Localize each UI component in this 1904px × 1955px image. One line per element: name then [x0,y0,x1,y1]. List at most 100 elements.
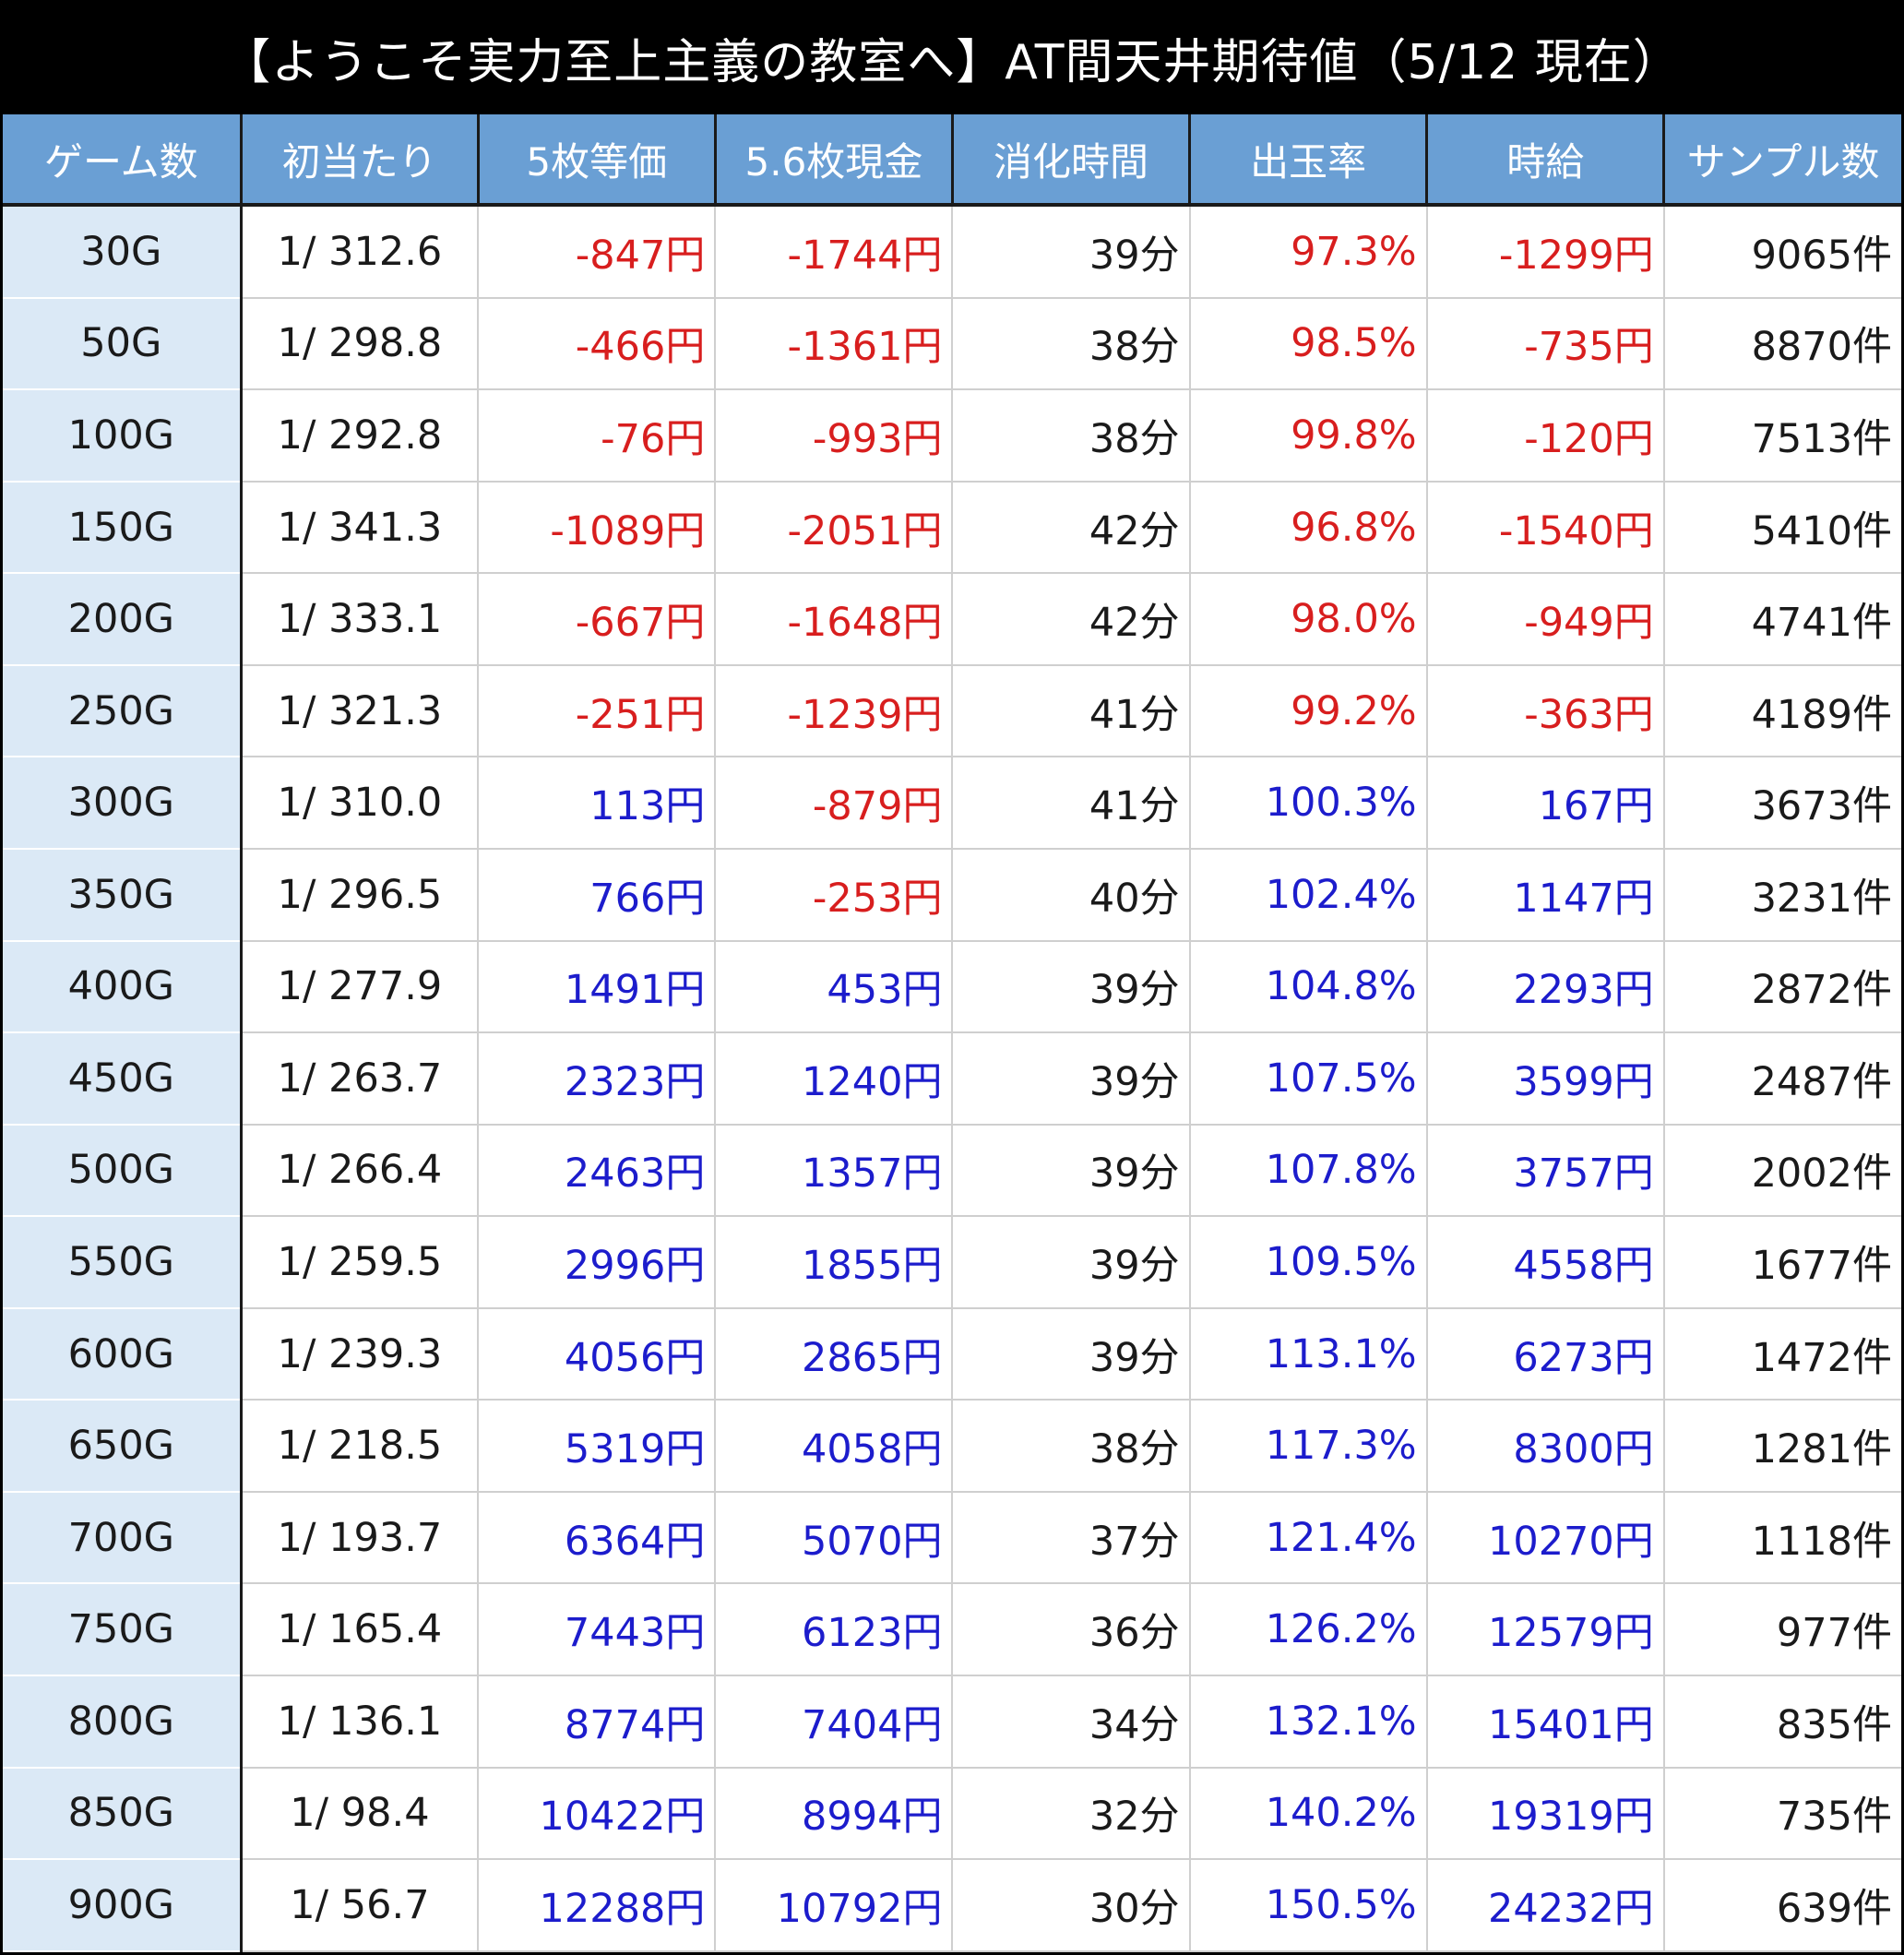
play-time-cell: 30分 [952,1859,1191,1952]
sample-count-cell: 1118件 [1663,1491,1901,1585]
cash-5-6-cell: 5070円 [715,1491,954,1585]
cash-5-6-cell: 1357円 [715,1124,954,1218]
game-count-cell: 50G [3,297,243,391]
game-count-cell: 150G [3,481,243,575]
first-hit-cell: 1/ 266.4 [241,1124,480,1218]
play-time-cell: 41分 [952,757,1191,850]
cash-5-6-cell: 4058円 [715,1400,954,1493]
sample-count-cell: 1281件 [1663,1400,1901,1493]
exchange-5-cell: 10422円 [478,1767,717,1861]
payout-rate-cell: 99.8% [1189,389,1428,483]
exchange-5-cell: -1089円 [478,481,717,575]
first-hit-cell: 1/ 165.4 [241,1583,480,1677]
sample-count-cell: 8870件 [1663,297,1901,391]
game-count-cell: 700G [3,1491,243,1585]
game-count-cell: 350G [3,848,243,942]
cash-5-6-cell: 6123円 [715,1583,954,1677]
hourly-wage-cell: 10270円 [1426,1491,1665,1585]
exchange-5-cell: 113円 [478,757,717,850]
payout-rate-cell: 113.1% [1189,1307,1428,1401]
expectation-table: ゲーム数 初当たり 5枚等価 5.6枚現金 消化時間 出玉率 時給 サンプル数 … [3,114,1901,1952]
play-time-cell: 38分 [952,1400,1191,1493]
hourly-wage-cell: 15401円 [1426,1675,1665,1769]
cash-5-6-cell: -1648円 [715,573,954,666]
game-count-cell: 850G [3,1767,243,1861]
sample-count-cell: 835件 [1663,1675,1901,1769]
exchange-5-cell: 2323円 [478,1032,717,1126]
exchange-5-cell: 5319円 [478,1400,717,1493]
first-hit-cell: 1/ 56.7 [241,1859,480,1952]
first-hit-cell: 1/ 292.8 [241,389,480,483]
first-hit-cell: 1/ 263.7 [241,1032,480,1126]
first-hit-cell: 1/ 193.7 [241,1491,480,1585]
game-count-cell: 30G [3,205,243,299]
payout-rate-cell: 109.5% [1189,1216,1428,1309]
hourly-wage-cell: 6273円 [1426,1307,1665,1401]
cash-5-6-cell: 10792円 [715,1859,954,1952]
sample-count-cell: 3673件 [1663,757,1901,850]
first-hit-cell: 1/ 333.1 [241,573,480,666]
exchange-5-cell: -466円 [478,297,717,391]
cash-5-6-cell: -2051円 [715,481,954,575]
exchange-5-cell: 12288円 [478,1859,717,1952]
table-row: 800G 1/ 136.1 8774円 7404円 34分 132.1% 15401円 835… [3,1675,1901,1769]
cash-5-6-cell: 8994円 [715,1767,954,1861]
hourly-wage-cell: -120円 [1426,389,1665,483]
exchange-5-cell: 2463円 [478,1124,717,1218]
game-count-cell: 250G [3,664,243,758]
sample-count-cell: 977件 [1663,1583,1901,1677]
table-row: 100G 1/ 292.8 -76円 -993円 38分 99.8% -120円 7513件 [3,389,1901,483]
exchange-5-cell: 8774円 [478,1675,717,1769]
header-5-6-cash: 5.6枚現金 [715,114,954,207]
hourly-wage-cell: -363円 [1426,664,1665,758]
game-count-cell: 650G [3,1400,243,1493]
payout-rate-cell: 102.4% [1189,848,1428,942]
play-time-cell: 39分 [952,205,1191,299]
first-hit-cell: 1/ 341.3 [241,481,480,575]
first-hit-cell: 1/ 312.6 [241,205,480,299]
payout-rate-cell: 126.2% [1189,1583,1428,1677]
exchange-5-cell: 6364円 [478,1491,717,1585]
table-row: 500G 1/ 266.4 2463円 1357円 39分 107.8% 3757円 2002… [3,1124,1901,1218]
table-row: 700G 1/ 193.7 6364円 5070円 37分 121.4% 10270円 111… [3,1491,1901,1585]
first-hit-cell: 1/ 136.1 [241,1675,480,1769]
hourly-wage-cell: 2293円 [1426,940,1665,1034]
sample-count-cell: 7513件 [1663,389,1901,483]
game-count-cell: 100G [3,389,243,483]
table-row: 30G 1/ 312.6 -847円 -1744円 39分 97.3% -1299円 9065… [3,205,1901,299]
header-row: ゲーム数 初当たり 5枚等価 5.6枚現金 消化時間 出玉率 時給 サンプル数 [3,114,1901,207]
first-hit-cell: 1/ 298.8 [241,297,480,391]
cash-5-6-cell: -1744円 [715,205,954,299]
hourly-wage-cell: 4558円 [1426,1216,1665,1309]
payout-rate-cell: 96.8% [1189,481,1428,575]
exchange-5-cell: -847円 [478,205,717,299]
hourly-wage-cell: -735円 [1426,297,1665,391]
sample-count-cell: 5410件 [1663,481,1901,575]
table-row: 400G 1/ 277.9 1491円 453円 39分 104.8% 2293円 2872件 [3,940,1901,1034]
payout-rate-cell: 107.8% [1189,1124,1428,1218]
payout-rate-cell: 98.0% [1189,573,1428,666]
first-hit-cell: 1/ 218.5 [241,1400,480,1493]
play-time-cell: 32分 [952,1767,1191,1861]
table-row: 600G 1/ 239.3 4056円 2865円 39分 113.1% 6273円 1472… [3,1307,1901,1401]
table-row: 150G 1/ 341.3 -1089円 -2051円 42分 96.8% -1540円 54… [3,481,1901,575]
table-row: 200G 1/ 333.1 -667円 -1648円 42分 98.0% -949円 4741… [3,573,1901,666]
table-row: 650G 1/ 218.5 5319円 4058円 38分 117.3% 8300円 1281… [3,1400,1901,1493]
play-time-cell: 34分 [952,1675,1191,1769]
table-row: 550G 1/ 259.5 2996円 1855円 39分 109.5% 4558円 1677… [3,1216,1901,1309]
header-sample-count: サンプル数 [1663,114,1901,207]
game-count-cell: 200G [3,573,243,666]
exchange-5-cell: -251円 [478,664,717,758]
exchange-5-cell: 4056円 [478,1307,717,1401]
hourly-wage-cell: -1540円 [1426,481,1665,575]
game-count-cell: 550G [3,1216,243,1309]
payout-rate-cell: 99.2% [1189,664,1428,758]
cash-5-6-cell: -1361円 [715,297,954,391]
header-payout-rate: 出玉率 [1189,114,1429,207]
first-hit-cell: 1/ 277.9 [241,940,480,1034]
game-count-cell: 800G [3,1675,243,1769]
table-row: 750G 1/ 165.4 7443円 6123円 36分 126.2% 12579円 977… [3,1583,1901,1677]
hourly-wage-cell: 167円 [1426,757,1665,850]
exchange-5-cell: 2996円 [478,1216,717,1309]
